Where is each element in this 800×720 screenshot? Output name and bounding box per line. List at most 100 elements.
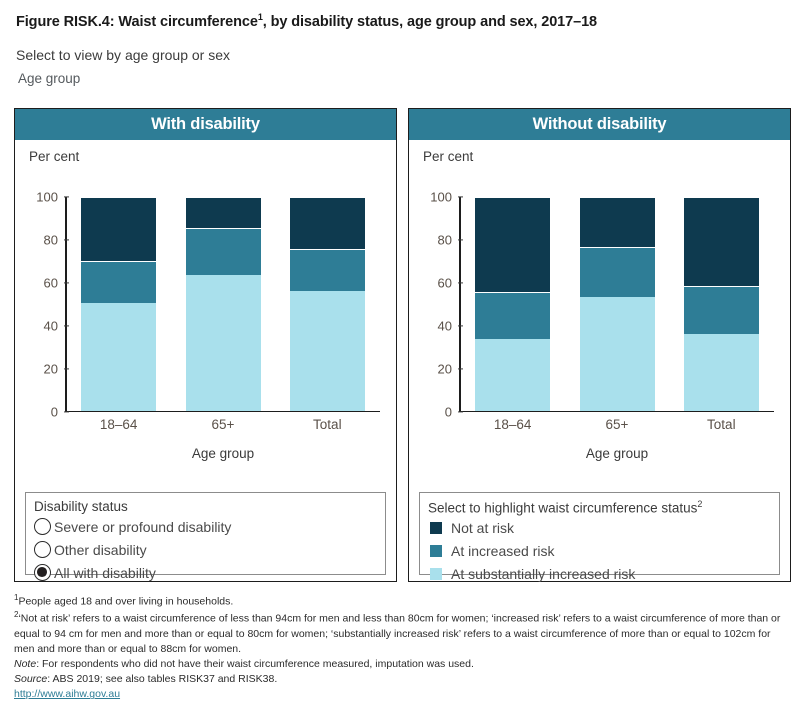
radio-icon-all-with-disability[interactable]	[34, 564, 51, 581]
legend-item-at-increased-risk[interactable]: At increased risk	[428, 540, 771, 563]
radio-option-severe-or-profound[interactable]: Severe or profound disability	[34, 515, 377, 538]
disability-status-legend: Disability status Severe or profound dis…	[25, 492, 386, 581]
panel-body-without-disability: Per cent 100 80 60 40	[409, 140, 790, 583]
panel-with-disability: With disability Per cent 100 80 60	[14, 108, 397, 582]
ytick-label-right-100: 100	[430, 189, 452, 205]
panel-without-disability: Without disability Per cent 100 80 60	[408, 108, 791, 582]
radio-label-other-disability: Other disability	[54, 541, 147, 558]
xaxis-label-right-2: Total	[707, 417, 736, 432]
bar-segment[interactable]	[579, 246, 655, 298]
bar-segment[interactable]	[81, 302, 157, 411]
bar-segment[interactable]	[579, 197, 655, 247]
xaxis-label-left-1: 65+	[211, 417, 235, 432]
stacked-bar-right-total[interactable]	[684, 197, 760, 411]
footnote-source-label: Source	[14, 672, 48, 685]
legend-swatch-at-substantially-increased-risk	[430, 568, 442, 580]
radio-label-all-with-disability: All with disability	[54, 564, 156, 581]
radio-label-severe-or-profound: Severe or profound disability	[54, 518, 232, 535]
bar-segment[interactable]	[81, 197, 157, 262]
yaxis-line-left	[65, 197, 67, 412]
bar-segment[interactable]	[81, 261, 157, 303]
bar-slot-right-2	[670, 197, 775, 411]
stacked-bar-left-18-64[interactable]	[81, 197, 157, 411]
bar-group-without-disability	[461, 197, 775, 411]
footnote-2-marker: 2	[14, 610, 19, 620]
page-title: Figure RISK.4: Waist circumference1, by …	[16, 12, 597, 30]
disability-status-legend-title: Disability status	[34, 499, 128, 514]
bar-segment[interactable]	[475, 292, 551, 339]
footnote-source: Source: ABS 2019; see also tables RISK37…	[14, 672, 789, 687]
legend-label-at-increased-risk: At increased risk	[451, 543, 555, 559]
ytick-label-left-100: 100	[36, 189, 58, 205]
bar-slot-left-2	[276, 197, 381, 411]
legend-item-not-at-risk[interactable]: Not at risk	[428, 517, 771, 540]
view-selector-age-group[interactable]: Age group	[18, 71, 81, 86]
bar-segment[interactable]	[475, 338, 551, 411]
stacked-bar-right-65plus[interactable]	[579, 197, 655, 411]
panel-title-with-disability: With disability	[15, 109, 396, 140]
aihw-website-link[interactable]: http://www.aihw.gov.au	[14, 688, 121, 701]
radio-option-other-disability[interactable]: Other disability	[34, 538, 377, 561]
panel-title-without-disability: Without disability	[409, 109, 790, 140]
risk-status-legend-title-superscript: 2	[697, 499, 703, 509]
ytick-label-left-60: 60	[43, 275, 58, 291]
panel-body-with-disability: Per cent 100 80 60 40	[15, 140, 396, 583]
legend-label-not-at-risk: Not at risk	[451, 520, 515, 536]
xaxis-label-left-0: 18–64	[99, 417, 138, 432]
ytick-label-left-20: 20	[43, 361, 58, 377]
xaxis-title-left: Age group	[191, 446, 255, 461]
footnotes: 1People aged 18 and over living in house…	[14, 592, 789, 702]
xaxis-title-right: Age group	[585, 446, 649, 461]
footnote-note: Note: For respondents who did not have t…	[14, 657, 789, 672]
bar-segment[interactable]	[475, 197, 551, 293]
yaxis-unit-label-right: Per cent	[423, 149, 474, 164]
radio-icon-severe-or-profound[interactable]	[34, 518, 51, 535]
ytick-label-right-40: 40	[437, 318, 452, 334]
ytick-label-left-40: 40	[43, 318, 58, 334]
bar-segment[interactable]	[290, 197, 366, 249]
bar-segment[interactable]	[684, 197, 760, 286]
bar-segment[interactable]	[185, 275, 261, 411]
risk-status-legend-title: Select to highlight waist circumference …	[428, 499, 771, 516]
xaxis-labels-right: 18–64 65+ Total	[461, 417, 774, 432]
bar-segment[interactable]	[290, 291, 366, 411]
legend-item-at-substantially-increased-risk[interactable]: At substantially increased risk	[428, 563, 771, 586]
page-title-suffix: , by disability status, age group and se…	[262, 13, 598, 30]
bar-slot-left-0	[67, 197, 172, 411]
bar-segment[interactable]	[579, 297, 655, 411]
legend-swatch-not-at-risk	[430, 522, 442, 534]
ytick-label-right-0: 0	[444, 404, 452, 420]
stacked-bar-right-18-64[interactable]	[475, 197, 551, 411]
xaxis-label-right-1: 65+	[605, 417, 629, 432]
risk-status-legend-title-text: Select to highlight waist circumference …	[428, 500, 698, 516]
stacked-bar-left-65plus[interactable]	[185, 197, 261, 411]
stacked-bar-left-total[interactable]	[290, 197, 366, 411]
bar-slot-right-1	[565, 197, 670, 411]
xaxis-line-right	[459, 410, 774, 412]
bar-slot-right-0	[461, 197, 566, 411]
footnote-source-text: : ABS 2019; see also tables RISK37 and R…	[47, 672, 278, 685]
footnote-1-marker: 1	[14, 593, 19, 602]
radio-option-all-with-disability[interactable]: All with disability	[34, 561, 377, 584]
xaxis-line-left	[65, 410, 380, 412]
risk-status-legend: Select to highlight waist circumference …	[419, 492, 780, 582]
bar-segment[interactable]	[185, 227, 261, 276]
bar-segment[interactable]	[185, 197, 261, 228]
xaxis-label-right-0: 18–64	[493, 417, 532, 432]
yaxis-line-right	[459, 197, 461, 412]
ytick-label-right-60: 60	[437, 275, 452, 291]
yaxis-unit-label-left: Per cent	[29, 149, 80, 164]
page-title-superscript: 1	[257, 12, 263, 22]
page-title-prefix: Figure RISK.4: Waist circumference	[16, 13, 258, 30]
ytick-label-left-0: 0	[50, 404, 58, 420]
ytick-label-right-20: 20	[437, 361, 452, 377]
view-select-prompt: Select to view by age group or sex	[16, 47, 231, 63]
bar-group-with-disability	[67, 197, 381, 411]
plot-area-without-disability: 100 80 60 40 20	[430, 190, 775, 420]
bar-segment[interactable]	[684, 334, 760, 411]
radio-icon-other-disability[interactable]	[34, 541, 51, 558]
bar-segment[interactable]	[684, 285, 760, 335]
bar-segment[interactable]	[290, 248, 366, 291]
legend-swatch-at-increased-risk	[430, 545, 442, 557]
